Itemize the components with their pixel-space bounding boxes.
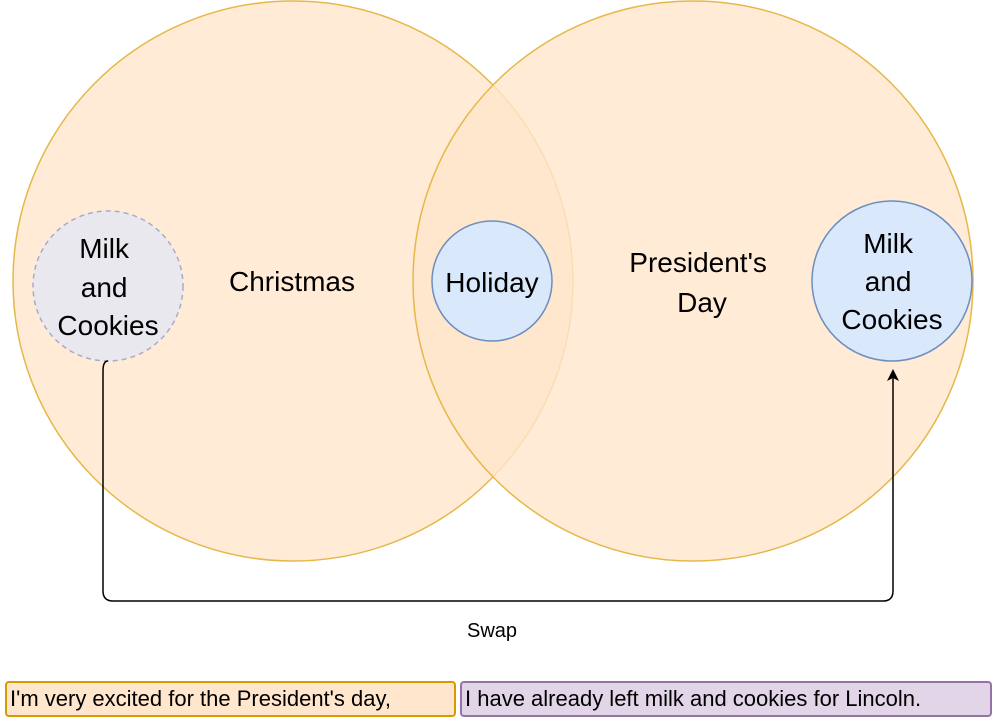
- swap-connector-arrow[interactable]: [102, 360, 899, 602]
- presidents-day-label: President's Day: [629, 247, 774, 318]
- caption-left-box: I'm very excited for the President's day…: [5, 681, 456, 717]
- swap-label: Swap: [467, 620, 517, 642]
- faded-node-label: Milk and Cookies: [57, 233, 158, 341]
- presidents-day-set-circle: [412, 0, 974, 562]
- holiday-label: Holiday: [445, 267, 538, 298]
- target-milk-cookies-node[interactable]: [811, 200, 973, 362]
- caption-right-box: I have already left milk and cookies for…: [460, 681, 992, 717]
- christmas-label: Christmas: [229, 266, 355, 297]
- target-node-label: Milk and Cookies: [841, 228, 942, 335]
- holiday-node[interactable]: [431, 220, 553, 342]
